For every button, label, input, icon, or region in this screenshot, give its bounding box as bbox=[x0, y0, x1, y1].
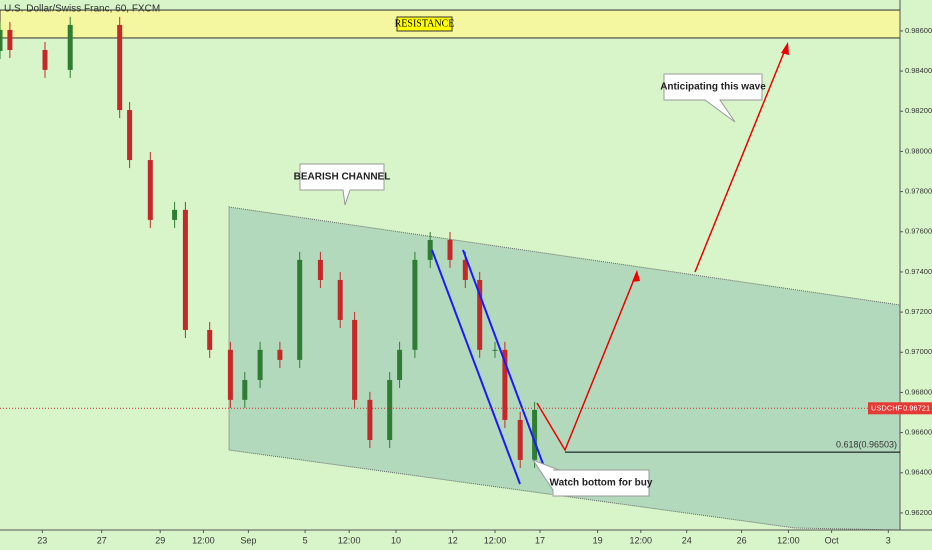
x-tick-label: 26 bbox=[737, 535, 747, 545]
price-symbol: USDCHF bbox=[871, 403, 903, 412]
y-tick-label: 0.96600 bbox=[905, 428, 932, 437]
candle-body bbox=[367, 399, 373, 441]
candle-body bbox=[0, 29, 3, 52]
x-tick-label: 27 bbox=[97, 535, 107, 545]
callout-text: Watch bottom for buy bbox=[550, 478, 653, 489]
x-tick-label: 12:00 bbox=[777, 535, 800, 545]
candle-body bbox=[297, 259, 303, 360]
y-tick-label: 0.98600 bbox=[905, 26, 932, 35]
chart-title: U.S. Dollar/Swiss Franc, 60, FXCM bbox=[4, 4, 160, 15]
x-tick-label: 12 bbox=[448, 535, 458, 545]
y-tick-label: 0.98400 bbox=[905, 66, 932, 75]
x-tick-label: 12:00 bbox=[338, 535, 361, 545]
y-tick-label: 0.96800 bbox=[905, 387, 932, 396]
y-tick-label: 0.96400 bbox=[905, 468, 932, 477]
arrow-head bbox=[632, 270, 640, 282]
resistance-label-box bbox=[396, 16, 453, 32]
callout bbox=[299, 163, 385, 206]
candle-body bbox=[387, 379, 393, 441]
candle-body bbox=[277, 349, 283, 360]
x-tick-label: 12:00 bbox=[192, 535, 215, 545]
y-tick-label: 0.97200 bbox=[905, 307, 932, 316]
x-tick-label: 12:00 bbox=[630, 535, 653, 545]
candle-body bbox=[147, 160, 153, 220]
x-tick-label: 23 bbox=[37, 535, 47, 545]
candle-body bbox=[7, 29, 13, 51]
candle-body bbox=[317, 259, 323, 280]
candle-body bbox=[117, 24, 123, 111]
x-tick-label: 17 bbox=[535, 535, 545, 545]
x-tick-label: 29 bbox=[155, 535, 165, 545]
candle-body bbox=[412, 259, 418, 350]
candle-body bbox=[42, 50, 48, 70]
candle-body bbox=[207, 329, 213, 350]
inner-channel bbox=[431, 249, 521, 485]
resistance-label: RESISTANCE bbox=[395, 18, 455, 29]
x-tick-label: 3 bbox=[886, 535, 891, 545]
candle-body bbox=[462, 259, 468, 280]
y-tick-label: 0.96200 bbox=[905, 508, 932, 517]
x-tick-label: Sep bbox=[240, 535, 256, 545]
price-value: 0.96721 bbox=[903, 403, 930, 412]
x-tick-label: 19 bbox=[593, 535, 603, 545]
y-tick-label: 0.97000 bbox=[905, 347, 932, 356]
candle-body bbox=[502, 349, 508, 420]
callout bbox=[531, 458, 650, 497]
candle-body bbox=[352, 319, 358, 400]
arrow bbox=[536, 271, 638, 452]
y-tick-label: 0.98000 bbox=[905, 146, 932, 155]
x-tick-label: 24 bbox=[682, 535, 692, 545]
y-tick-label: 0.98200 bbox=[905, 106, 932, 115]
candle-body bbox=[257, 349, 263, 380]
x-tick-label: 10 bbox=[391, 535, 401, 545]
candle-body bbox=[397, 349, 403, 380]
price-tag-box bbox=[868, 402, 932, 415]
y-tick-label: 0.97800 bbox=[905, 187, 932, 196]
candle-body bbox=[242, 379, 248, 400]
fib-label: 0.618(0.96503) bbox=[836, 439, 897, 449]
callout bbox=[663, 73, 763, 123]
candle-body bbox=[447, 239, 453, 260]
x-tick-label: Oct bbox=[825, 535, 840, 545]
arrow bbox=[694, 44, 788, 273]
candle-body bbox=[337, 279, 343, 320]
candle-body bbox=[427, 239, 433, 260]
inner-channel bbox=[462, 249, 550, 481]
callout-text: BEARISH CHANNEL bbox=[294, 172, 391, 183]
arrow-head bbox=[781, 42, 789, 55]
candle-body bbox=[532, 409, 538, 460]
candle-body bbox=[517, 419, 523, 460]
candle-body bbox=[67, 24, 73, 70]
y-tick-label: 0.97600 bbox=[905, 227, 932, 236]
candle-body bbox=[127, 110, 133, 161]
candle-body bbox=[492, 349, 498, 351]
x-tick-label: 5 bbox=[303, 535, 308, 545]
y-tick-label: 0.97400 bbox=[905, 267, 932, 276]
channel bbox=[228, 206, 901, 531]
callout-text: Anticipating this wave bbox=[660, 82, 766, 93]
candle-body bbox=[477, 279, 483, 350]
candle-body bbox=[182, 209, 188, 330]
candle-body bbox=[172, 209, 178, 220]
candle-body bbox=[227, 349, 233, 400]
x-tick-label: 12:00 bbox=[484, 535, 507, 545]
